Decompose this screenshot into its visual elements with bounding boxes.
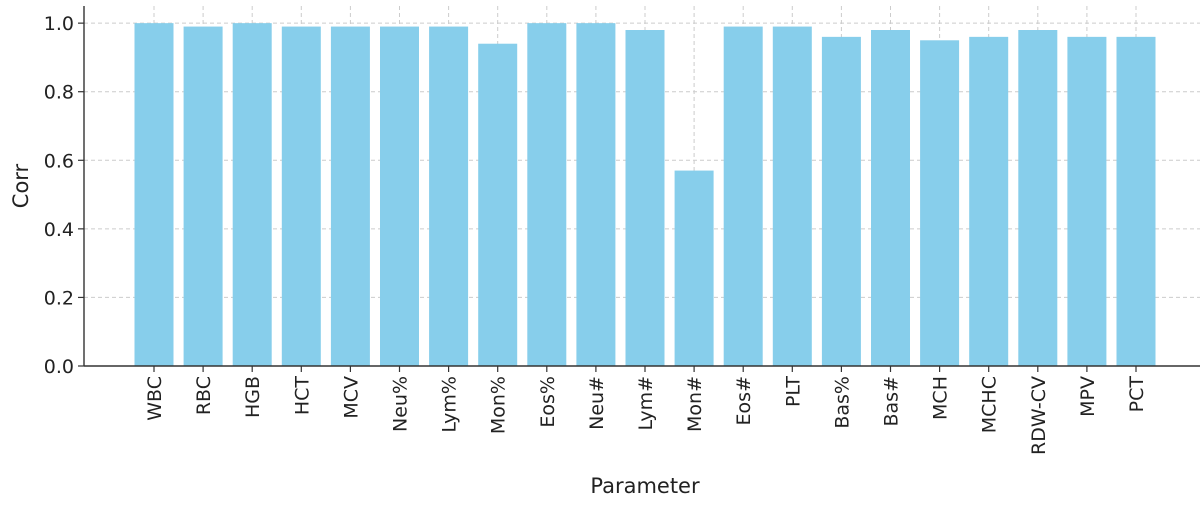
bar-mon- [478, 43, 518, 366]
x-tick-label: Lym# [635, 376, 657, 431]
x-tick-label: RDW-CV [1028, 376, 1050, 455]
bar-bas- [871, 30, 910, 366]
y-axis-label: Corr [9, 163, 33, 208]
x-tick-label: MCH [930, 376, 952, 420]
bar-lym- [429, 26, 469, 366]
bar-mpv [1067, 36, 1107, 366]
bar-bas- [821, 36, 861, 366]
x-tick-label: PCT [1126, 376, 1148, 413]
bar-eos- [527, 23, 567, 367]
x-tick-label: WBC [144, 376, 166, 421]
bar-wbc [134, 23, 174, 367]
axes [83, 6, 1200, 367]
x-tick-label: Eos# [733, 376, 755, 425]
bar-mchc [969, 36, 1009, 366]
x-tick-label: MCV [340, 376, 362, 419]
bars [134, 23, 1156, 367]
bar-mon- [674, 170, 714, 366]
bar-mch [920, 40, 960, 367]
x-tick-label: Bas% [831, 376, 853, 429]
bar-neu- [380, 26, 419, 366]
y-tick-label: 0.2 [44, 287, 74, 309]
bar-mcv [330, 26, 370, 366]
x-tick-label: RBC [193, 376, 215, 415]
x-tick-label: HGB [242, 376, 264, 418]
x-tick-label: Mon% [488, 376, 510, 434]
x-tick-label: PLT [782, 376, 804, 407]
bar-rbc [183, 26, 223, 366]
bar-plt [772, 26, 812, 366]
x-tick-labels: WBC RBC HGB HCT MCV Neu% Lym% Mon% Eos% Neu# Lym# M… [144, 366, 1148, 455]
x-tick-label: Eos% [537, 376, 559, 428]
bar-rdw-cv [1018, 30, 1058, 366]
x-tick-label: Neu# [586, 376, 608, 430]
bar-hgb [232, 23, 272, 367]
y-tick-labels: 0.0 0.2 0.4 0.6 0.8 1.0 [44, 13, 84, 378]
bar-pct [1116, 36, 1156, 366]
x-axis-label: Parameter [590, 474, 700, 498]
bar-eos- [723, 26, 763, 366]
y-tick-label: 0.6 [44, 150, 74, 172]
x-tick-label: Neu% [390, 376, 412, 432]
x-tick-label: Mon# [684, 376, 706, 432]
x-tick-label: MPV [1077, 376, 1099, 417]
bar-neu- [576, 23, 616, 367]
x-tick-label: MCHC [979, 376, 1001, 433]
y-tick-label: 0.8 [44, 82, 74, 104]
y-tick-label: 0.0 [44, 356, 74, 378]
bar-hct [281, 26, 321, 366]
y-tick-label: 0.4 [44, 219, 74, 241]
bar-lym- [625, 30, 665, 366]
x-tick-label: Lym% [439, 376, 461, 433]
x-tick-label: Bas# [881, 376, 903, 427]
y-tick-label: 1.0 [44, 13, 74, 35]
x-tick-label: HCT [291, 376, 313, 416]
